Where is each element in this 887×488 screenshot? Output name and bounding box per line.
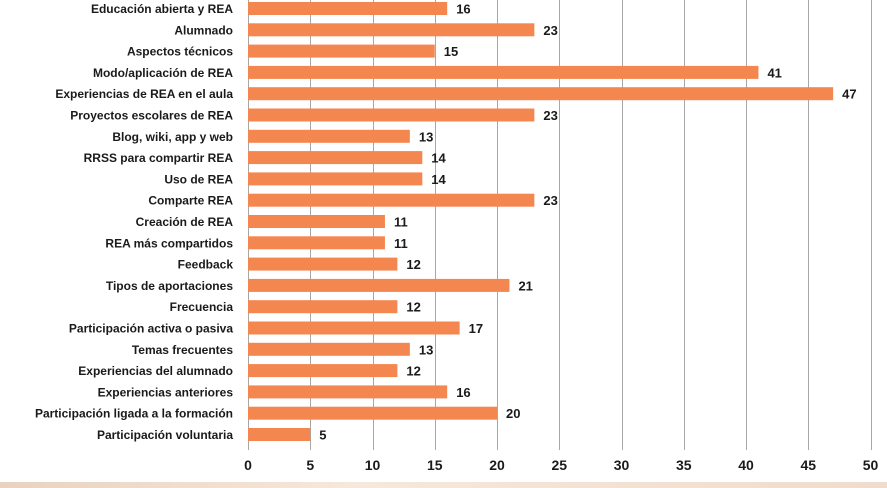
value-label: 47	[842, 87, 856, 102]
value-label: 12	[406, 364, 420, 379]
value-label: 13	[419, 129, 433, 144]
value-label: 17	[469, 321, 483, 336]
bar	[248, 278, 510, 292]
bar	[248, 108, 535, 122]
value-label: 12	[406, 257, 420, 272]
category-label: Uso de REA	[164, 172, 233, 186]
value-label: 23	[543, 193, 557, 208]
category-label: Participación ligada a la formación	[35, 407, 233, 421]
category-label: Creación de REA	[136, 215, 234, 229]
x-tick-label: 35	[676, 457, 692, 473]
bar	[248, 257, 398, 271]
category-label: Participación voluntaria	[97, 428, 233, 442]
x-tick-label: 0	[244, 457, 252, 473]
bar	[248, 2, 448, 15]
bar	[248, 300, 398, 314]
category-label: Frecuencia	[170, 300, 234, 314]
category-label: Modo/aplicación de REA	[93, 66, 233, 80]
bar	[248, 428, 311, 441]
category-label: Aspectos técnicos	[127, 45, 233, 59]
category-label: Proyectos escolares de REA	[70, 109, 233, 123]
value-label: 12	[406, 300, 420, 315]
bar	[248, 385, 448, 399]
x-tick-label: 40	[738, 457, 754, 473]
category-label: Blog, wiki, app y web	[112, 130, 233, 144]
bar	[248, 129, 410, 143]
category-label: Feedback	[178, 258, 234, 272]
category-label: Educación abierta y REA	[91, 2, 233, 16]
bars	[248, 2, 834, 441]
value-label: 5	[319, 428, 326, 443]
bar	[248, 406, 497, 420]
value-label: 23	[543, 23, 557, 38]
category-label: RRSS para compartir REA	[84, 151, 234, 165]
category-label: Experiencias del alumnado	[78, 364, 233, 378]
value-label: 16	[456, 385, 470, 400]
category-labels: Educación abierta y REA Alumnado Aspectos …	[35, 2, 233, 442]
x-tick-label: 10	[365, 457, 381, 473]
value-label: 14	[431, 151, 446, 166]
x-tick-label: 30	[614, 457, 630, 473]
category-label: Comparte REA	[148, 194, 233, 208]
x-tick-label: 50	[863, 457, 879, 473]
value-label: 11	[394, 215, 408, 230]
bar	[248, 321, 460, 335]
value-label: 14	[431, 172, 446, 187]
category-label: Tipos de aportaciones	[106, 279, 233, 293]
category-label: Alumnado	[174, 23, 233, 37]
bar	[248, 193, 535, 207]
value-label: 23	[543, 108, 557, 123]
bottom-decoration-strip	[0, 482, 887, 488]
category-label: Participación activa o pasiva	[69, 322, 233, 336]
bar	[248, 364, 398, 378]
category-label: Experiencias anteriores	[98, 385, 234, 399]
bar	[248, 23, 535, 37]
category-label: REA más compartidos	[105, 236, 233, 250]
x-tick-label: 5	[306, 457, 314, 473]
bar	[248, 172, 423, 186]
x-tick-label: 45	[800, 457, 816, 473]
x-tick-label: 25	[551, 457, 567, 473]
value-label: 11	[394, 236, 408, 251]
value-label: 20	[506, 406, 520, 421]
bar	[248, 44, 435, 58]
bar	[248, 236, 385, 250]
value-labels: 16 23 15 41 47 23 13 14 14 23 11 11 12 21 12 17 13 12 16 20…	[319, 2, 856, 443]
category-label: Temas frecuentes	[132, 343, 233, 357]
bar	[248, 215, 385, 228]
value-label: 13	[419, 342, 433, 357]
x-tick-labels: 0 5 10 15 20 25 30 35 40 45 50	[244, 457, 878, 473]
bar	[248, 342, 410, 356]
value-label: 16	[456, 2, 470, 17]
value-label: 21	[518, 278, 532, 293]
category-label: Experiencias de REA en el aula	[55, 87, 233, 101]
value-label: 15	[444, 44, 458, 59]
bar	[248, 65, 759, 79]
bar	[248, 151, 423, 165]
value-label: 41	[767, 65, 781, 80]
x-tick-label: 20	[489, 457, 505, 473]
bar	[248, 87, 834, 101]
x-tick-label: 15	[427, 457, 443, 473]
